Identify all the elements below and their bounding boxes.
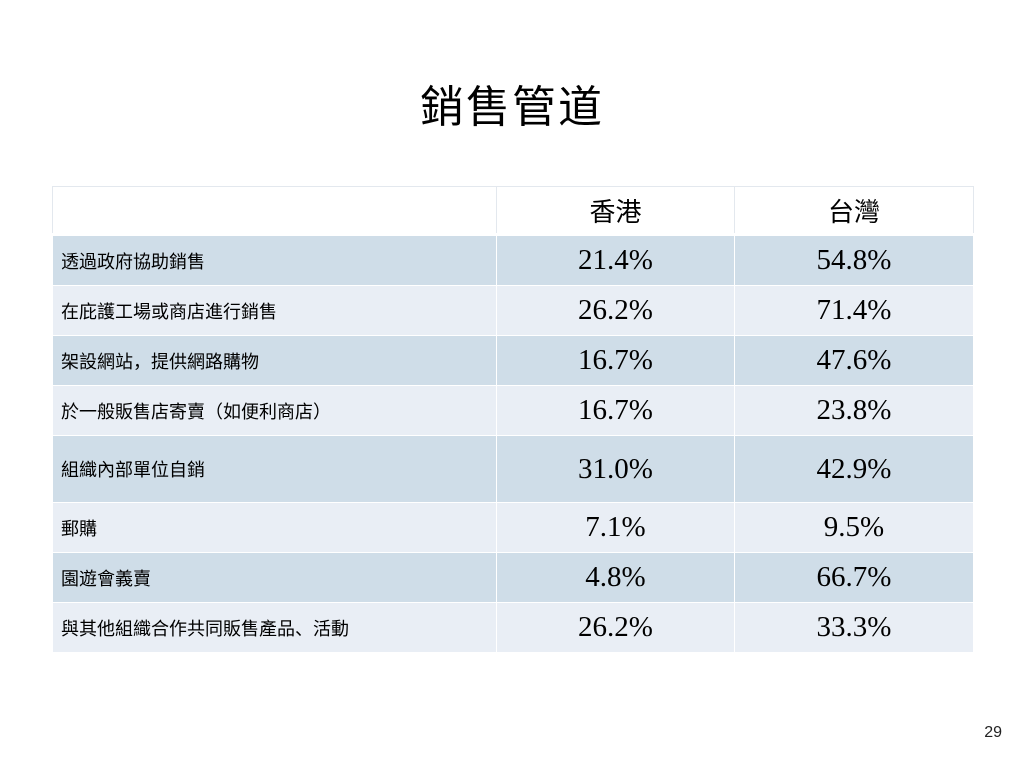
- taiwan-value: 23.8%: [734, 385, 974, 436]
- table-row: 郵購 7.1% 9.5%: [52, 502, 974, 553]
- table-row: 在庇護工場或商店進行銷售 26.2% 71.4%: [52, 285, 974, 336]
- hong-kong-value: 31.0%: [496, 435, 735, 503]
- table-row: 於一般販售店寄賣（如便利商店） 16.7% 23.8%: [52, 385, 974, 436]
- hong-kong-value: 16.7%: [496, 335, 735, 386]
- taiwan-value: 66.7%: [734, 552, 974, 603]
- slide-title: 銷售管道: [420, 82, 604, 133]
- hong-kong-value: 4.8%: [496, 552, 735, 603]
- row-label: 與其他組織合作共同販售產品、活動: [52, 602, 497, 653]
- hong-kong-value: 7.1%: [496, 502, 735, 553]
- taiwan-value: 9.5%: [734, 502, 974, 553]
- row-label: 透過政府協助銷售: [52, 234, 497, 286]
- taiwan-value: 33.3%: [734, 602, 974, 653]
- page-number: 29: [984, 724, 1002, 741]
- row-label: 於一般販售店寄賣（如便利商店）: [52, 385, 497, 436]
- row-label: 郵購: [52, 502, 497, 553]
- hong-kong-value: 26.2%: [496, 602, 735, 653]
- header-taiwan: 台灣: [734, 186, 974, 236]
- table-row: 組織內部單位自銷 31.0% 42.9%: [52, 435, 974, 503]
- table-row: 透過政府協助銷售 21.4% 54.8%: [52, 234, 974, 286]
- taiwan-value: 42.9%: [734, 435, 974, 503]
- taiwan-value: 71.4%: [734, 285, 974, 336]
- hong-kong-value: 21.4%: [496, 234, 735, 286]
- table-row: 架設網站，提供網路購物 16.7% 47.6%: [52, 335, 974, 386]
- row-label: 園遊會義賣: [52, 552, 497, 603]
- taiwan-value: 47.6%: [734, 335, 974, 386]
- row-label: 架設網站，提供網路購物: [52, 335, 497, 386]
- table-header-row: 香港 台灣: [52, 186, 974, 236]
- taiwan-value: 54.8%: [734, 234, 974, 286]
- hong-kong-value: 26.2%: [496, 285, 735, 336]
- table-row: 園遊會義賣 4.8% 66.7%: [52, 552, 974, 603]
- header-hong-kong: 香港: [496, 186, 735, 236]
- table-row: 與其他組織合作共同販售產品、活動 26.2% 33.3%: [52, 602, 974, 653]
- header-blank-cell: [52, 186, 497, 236]
- row-label: 組織內部單位自銷: [52, 435, 497, 503]
- row-label: 在庇護工場或商店進行銷售: [52, 285, 497, 336]
- sales-channel-table: 香港 台灣 透過政府協助銷售 21.4% 54.8% 在庇護工場或商店進行銷售 …: [52, 186, 974, 653]
- hong-kong-value: 16.7%: [496, 385, 735, 436]
